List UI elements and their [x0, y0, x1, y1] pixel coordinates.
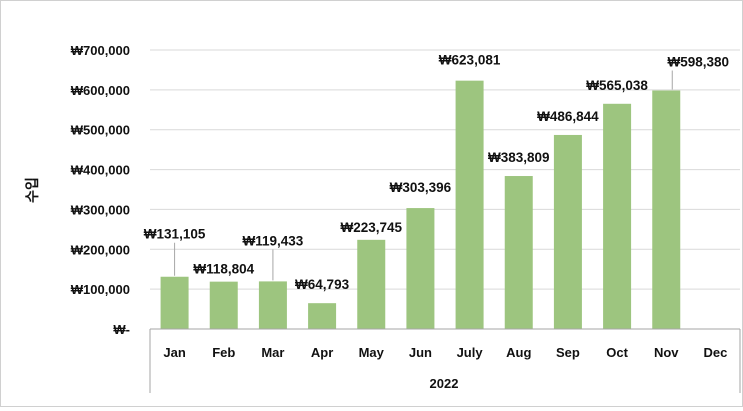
bar	[504, 176, 533, 329]
x-group-label: 2022	[430, 376, 459, 391]
y-tick-label: ₩-	[113, 322, 130, 337]
category-label: Mar	[261, 345, 284, 360]
category-label: Sep	[556, 345, 580, 360]
data-labels: ₩131,105 ₩118,804 ₩119,433 ₩64,793 ₩223,745 ₩…	[144, 53, 729, 293]
y-tick-labels: ₩- ₩100,000 ₩200,000 ₩300,000 ₩400,000 ₩500,0…	[71, 43, 130, 337]
data-label: ₩131,105	[144, 227, 206, 242]
category-label: Dec	[703, 345, 727, 360]
data-label: ₩486,844	[537, 109, 599, 124]
x-axis	[149, 328, 741, 393]
leader-lines	[174, 70, 673, 281]
y-axis-title: 수입	[24, 177, 40, 203]
y-tick-label: ₩200,000	[71, 242, 130, 257]
data-label: ₩303,396	[390, 180, 452, 195]
category-label: Feb	[212, 345, 235, 360]
bar	[357, 239, 386, 329]
category-labels: Jan Feb Mar Apr May Jun July Aug Sep Oct Nov Dec	[163, 345, 727, 360]
data-label: ₩118,804	[193, 262, 254, 277]
bar	[652, 90, 681, 329]
y-tick-label: ₩100,000	[71, 282, 130, 297]
data-label: ₩623,081	[439, 53, 501, 68]
category-label: July	[457, 345, 484, 360]
data-label: ₩598,380	[667, 55, 729, 70]
bar	[308, 303, 337, 329]
category-label: Apr	[311, 345, 333, 360]
y-tick-label: ₩400,000	[71, 163, 130, 178]
gridlines	[150, 49, 740, 290]
category-label: Jan	[163, 345, 185, 360]
category-label: Nov	[654, 345, 679, 360]
bar	[258, 281, 287, 329]
data-label: ₩383,809	[488, 150, 550, 165]
category-label: Oct	[606, 345, 628, 360]
y-tick-label: ₩300,000	[71, 202, 130, 217]
y-tick-label: ₩500,000	[71, 123, 130, 138]
data-label: ₩223,745	[340, 220, 402, 235]
bar	[160, 276, 189, 329]
data-label: ₩565,038	[586, 78, 648, 93]
data-label: ₩64,793	[295, 277, 350, 292]
bar	[455, 80, 484, 329]
category-label: May	[359, 345, 385, 360]
bar	[603, 103, 632, 330]
bar	[553, 134, 582, 329]
category-label: Aug	[506, 345, 531, 360]
bars	[160, 80, 681, 330]
bar	[406, 208, 435, 329]
category-label: Jun	[409, 345, 432, 360]
y-tick-label: ₩600,000	[71, 83, 130, 98]
data-label: ₩119,433	[243, 233, 304, 248]
y-tick-label: ₩700,000	[71, 43, 130, 58]
bar	[209, 281, 238, 329]
